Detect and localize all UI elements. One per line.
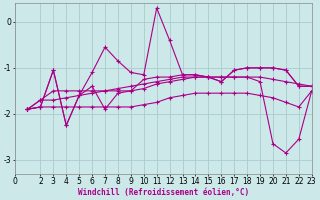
X-axis label: Windchill (Refroidissement éolien,°C): Windchill (Refroidissement éolien,°C) (77, 188, 249, 197)
